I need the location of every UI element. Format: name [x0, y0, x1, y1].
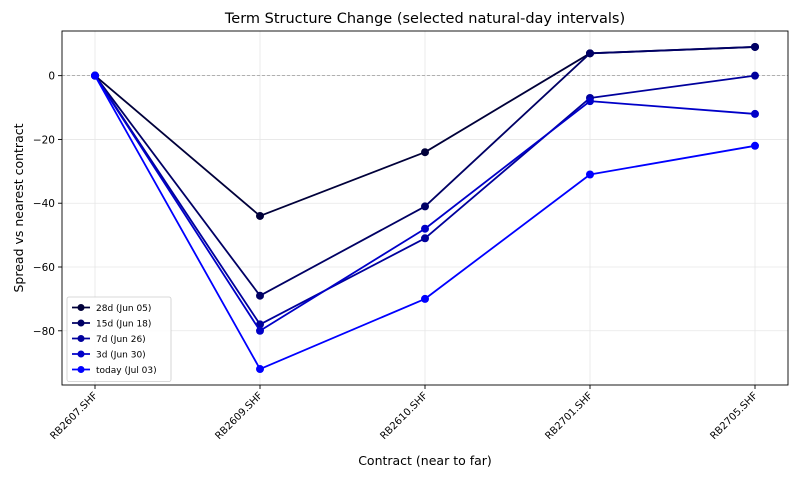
x-tick-label: RB2607.SHF: [48, 390, 100, 442]
data-point: [751, 109, 759, 118]
y-tick-label: 0: [48, 71, 55, 83]
data-point: [256, 365, 264, 374]
data-point: [751, 42, 759, 51]
data-point: [421, 202, 429, 211]
data-point: [421, 234, 429, 243]
legend: 28d (Jun 05) 15d (Jun 18) 7d (Jun 26) 3d (J…: [66, 296, 172, 382]
data-point: [421, 224, 429, 233]
x-tick-label: RB2701.SHF: [543, 390, 595, 442]
legend-label: 28d (Jun 05): [96, 304, 151, 314]
legend-label: today (Jul 03): [96, 366, 157, 376]
y-tick-label: −80: [33, 326, 55, 338]
x-tick-label: RB2705.SHF: [708, 390, 760, 442]
data-point: [256, 326, 264, 335]
data-point: [751, 71, 759, 80]
data-point: [751, 141, 759, 150]
legend-swatch-marker: [77, 304, 85, 311]
y-tick-label: −60: [33, 262, 55, 274]
legend-swatch-marker: [77, 350, 85, 358]
data-point: [586, 49, 594, 58]
legend-label: 7d (Jun 26): [96, 335, 146, 345]
series-layer: [91, 42, 759, 374]
y-tick-label: −40: [33, 198, 55, 210]
legend-swatch-marker: [77, 319, 85, 327]
data-point: [256, 291, 264, 300]
legend-label: 15d (Jun 18): [96, 320, 151, 330]
data-point: [91, 71, 99, 80]
legend-swatch-marker: [77, 335, 85, 342]
data-point: [586, 97, 594, 106]
x-tick-label: RB2610.SHF: [378, 390, 430, 442]
legend-label: 3d (Jun 30): [96, 351, 146, 361]
data-point: [256, 211, 264, 220]
x-tick-label: RB2609.SHF: [213, 390, 265, 442]
x-axis-label: Contract (near to far): [358, 453, 492, 468]
legend-box: [66, 296, 172, 382]
y-tick-label: −20: [33, 134, 55, 146]
data-point: [421, 148, 429, 157]
data-point: [586, 170, 594, 179]
data-point: [421, 294, 429, 303]
legend-swatch-marker: [77, 366, 85, 373]
chart-title: Term Structure Change (selected natural-…: [224, 11, 625, 27]
y-axis-label: Spread vs nearest contract: [11, 123, 26, 292]
